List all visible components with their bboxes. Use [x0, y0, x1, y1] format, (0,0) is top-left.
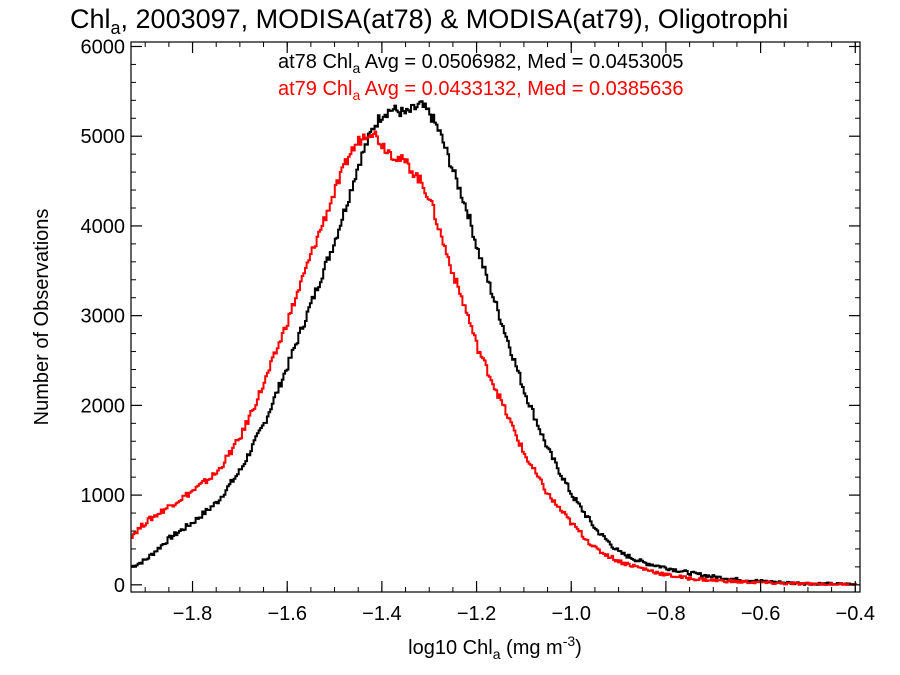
annotation-at78: at78 Chla Avg = 0.0506982, Med = 0.04530… [278, 51, 684, 76]
annotation-at79: at79 Chla Avg = 0.0433132, Med = 0.03856… [278, 78, 684, 103]
series-at78-line [131, 100, 857, 586]
title-main: Chl [70, 4, 111, 34]
x-axis-label-mid: (mg m [500, 637, 562, 659]
title-rest: , 2003097, MODISA(at78) & MODISA(at79), … [121, 4, 789, 34]
series-at79-line [131, 130, 857, 586]
x-tick-label: −1.4 [362, 603, 401, 625]
annotation-at79-pre: at79 Chl [278, 78, 353, 100]
y-tick-label: 2000 [81, 395, 126, 417]
annotation-at79-sub: a [353, 87, 361, 103]
y-axis-label: Number of Observations [31, 209, 53, 426]
y-tick-label: 4000 [81, 216, 126, 238]
x-tick-label: −1.8 [173, 603, 212, 625]
annotation-at79-post: Avg = 0.0433132, Med = 0.0385636 [360, 78, 683, 100]
y-tick-label: 6000 [81, 36, 126, 58]
x-tick-label: −1.0 [551, 603, 590, 625]
y-tick-label: 5000 [81, 126, 126, 148]
x-tick-label: −0.8 [646, 603, 685, 625]
x-tick-label: −1.6 [267, 603, 306, 625]
x-axis-label: log10 Chla (mg m-3) [408, 633, 582, 662]
series-group [131, 100, 857, 586]
x-tick-label: −1.2 [457, 603, 496, 625]
x-axis-label-sup: -3 [563, 633, 576, 649]
x-axis-label-pre: log10 Chl [408, 637, 493, 659]
plot-frame [130, 41, 861, 593]
title-sub: a [111, 18, 122, 38]
y-tick-label: 1000 [81, 485, 126, 507]
x-tick-label: −0.4 [836, 603, 875, 625]
x-axis-label-post: ) [575, 637, 582, 659]
y-tick-label: 0 [114, 575, 125, 597]
annotation-at78-post: Avg = 0.0506982, Med = 0.0453005 [360, 51, 683, 73]
chart-title: Chla, 2003097, MODISA(at78) & MODISA(at7… [70, 4, 788, 38]
x-tick-label: −0.6 [741, 603, 780, 625]
ticks-group: −1.8 −1.6 −1.4 −1.2 −1.0 −0.8 −0.6 −0.4 0 1000 200… [81, 36, 876, 625]
y-tick-label: 3000 [81, 306, 126, 328]
annotation-at78-pre: at78 Chl [278, 51, 353, 73]
annotation-at78-sub: a [353, 60, 361, 76]
x-axis-label-sub: a [493, 646, 501, 662]
